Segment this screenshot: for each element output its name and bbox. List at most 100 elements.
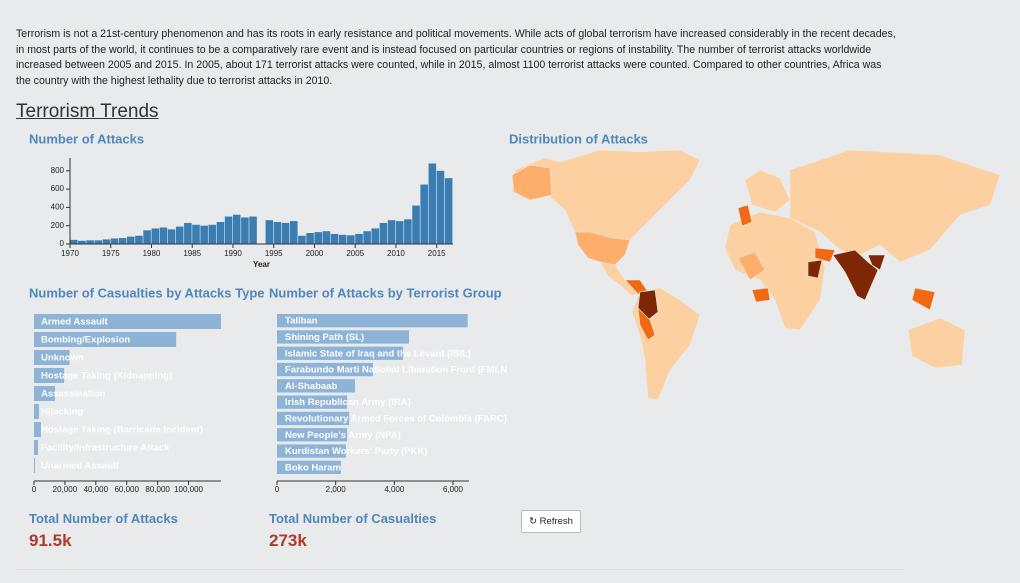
bar — [338, 234, 347, 244]
bar-label: New People's Army (NPA) — [285, 430, 401, 441]
refresh-label: Refresh — [539, 516, 573, 527]
bar — [277, 379, 356, 393]
bar-label: Facility/Infrastructure Attack — [41, 443, 170, 454]
bar — [102, 239, 111, 244]
bar — [277, 362, 373, 377]
y-tick-label: 600 — [51, 184, 65, 193]
bar — [127, 236, 135, 244]
x-tick-label: 0 — [275, 485, 280, 494]
y-tick-label: 200 — [51, 221, 65, 230]
x-tick-label: 2000 — [306, 249, 324, 258]
bar — [184, 222, 192, 244]
bar — [70, 239, 78, 244]
bar — [135, 235, 143, 244]
bar — [412, 205, 420, 244]
bar — [404, 219, 412, 244]
x-tick-label: 40,000 — [84, 485, 109, 494]
x-tick-label: 2,000 — [326, 485, 347, 494]
bar — [175, 226, 184, 244]
map-title: Distribution of Attacks — [509, 131, 648, 146]
x-tick-label: 2010 — [387, 249, 405, 258]
bar — [208, 224, 217, 244]
bar — [277, 314, 468, 328]
bar — [143, 230, 151, 244]
y-tick-label: 400 — [51, 203, 65, 212]
bar — [34, 458, 36, 473]
bar — [277, 460, 341, 474]
bar — [232, 214, 241, 244]
bar — [395, 221, 404, 244]
bar — [167, 229, 176, 244]
bar — [78, 240, 86, 244]
page-title: Terrorism Trends — [16, 101, 159, 122]
bar — [281, 222, 290, 244]
bar-label: Hostage Taking (Barricade Incident) — [41, 425, 203, 436]
bar — [444, 178, 453, 244]
bar — [298, 235, 306, 244]
bar — [322, 231, 331, 244]
divider — [16, 569, 904, 570]
total-value: 273k — [269, 531, 307, 550]
bar-label: Kurdistan Workers' Party (PKK) — [285, 446, 428, 457]
bar — [34, 368, 65, 383]
x-tick-label: 1975 — [102, 249, 120, 258]
bar-label: Taliban — [285, 316, 318, 327]
x-tick-label: 2005 — [346, 249, 364, 258]
bar-label: Assassination — [41, 389, 106, 400]
bar-label: Boko Haram — [285, 462, 341, 473]
bar — [34, 404, 39, 419]
x-tick-label: 0 — [32, 485, 37, 494]
bar — [314, 232, 323, 244]
bar — [277, 395, 348, 409]
bar — [34, 422, 41, 437]
refresh-button[interactable]: ↻ Refresh — [521, 510, 581, 533]
x-tick-label: 4,000 — [384, 485, 405, 494]
bar — [192, 224, 200, 244]
x-axis-label: Year — [253, 260, 270, 269]
x-tick-label: 20,000 — [53, 485, 78, 494]
bar-label: Unknown — [41, 353, 84, 364]
total-label: Total Number of Casualties — [269, 511, 437, 526]
x-tick-label: 100,000 — [174, 485, 203, 494]
bar-label: Armed Assault — [41, 317, 109, 328]
bar — [277, 346, 404, 360]
bar — [436, 170, 445, 244]
bar — [379, 222, 388, 244]
bar — [363, 231, 371, 244]
bar — [355, 233, 363, 244]
bar — [34, 440, 39, 455]
x-tick-label: 6,000 — [443, 485, 464, 494]
bar — [151, 228, 160, 244]
bar — [347, 235, 355, 244]
bar — [34, 332, 177, 347]
bar — [118, 238, 127, 244]
bar — [86, 240, 94, 244]
bar-label: Revolutionary Armed Forces of Colombia (… — [285, 413, 507, 424]
bar — [200, 225, 208, 244]
bar-label: Farabundo Marti National Liberation Fron… — [285, 365, 507, 376]
bar-label: Shining Path (SL) — [285, 332, 364, 343]
total-label: Total Number of Attacks — [29, 511, 178, 526]
bar — [34, 386, 56, 401]
bar — [34, 314, 221, 329]
bar — [371, 228, 380, 244]
bar — [216, 222, 225, 244]
bar — [273, 222, 282, 244]
bar — [330, 233, 339, 244]
chart-title: Number of Casualties by Attacks Type — [29, 285, 265, 300]
chart-title: Number of Attacks by Terrorist Group — [269, 285, 502, 300]
bar — [277, 444, 346, 458]
bar — [290, 221, 298, 244]
bar — [265, 220, 274, 244]
bar — [420, 184, 428, 244]
bar — [277, 428, 348, 442]
bar-label: Unarmed Assault — [41, 461, 120, 472]
bar — [241, 217, 249, 244]
bar — [159, 227, 168, 244]
bar — [224, 216, 233, 244]
bar-label: Bombing/Explosion — [41, 335, 130, 346]
bar — [94, 240, 102, 244]
x-tick-label: 1995 — [265, 249, 283, 258]
x-tick-label: 80,000 — [145, 485, 170, 494]
